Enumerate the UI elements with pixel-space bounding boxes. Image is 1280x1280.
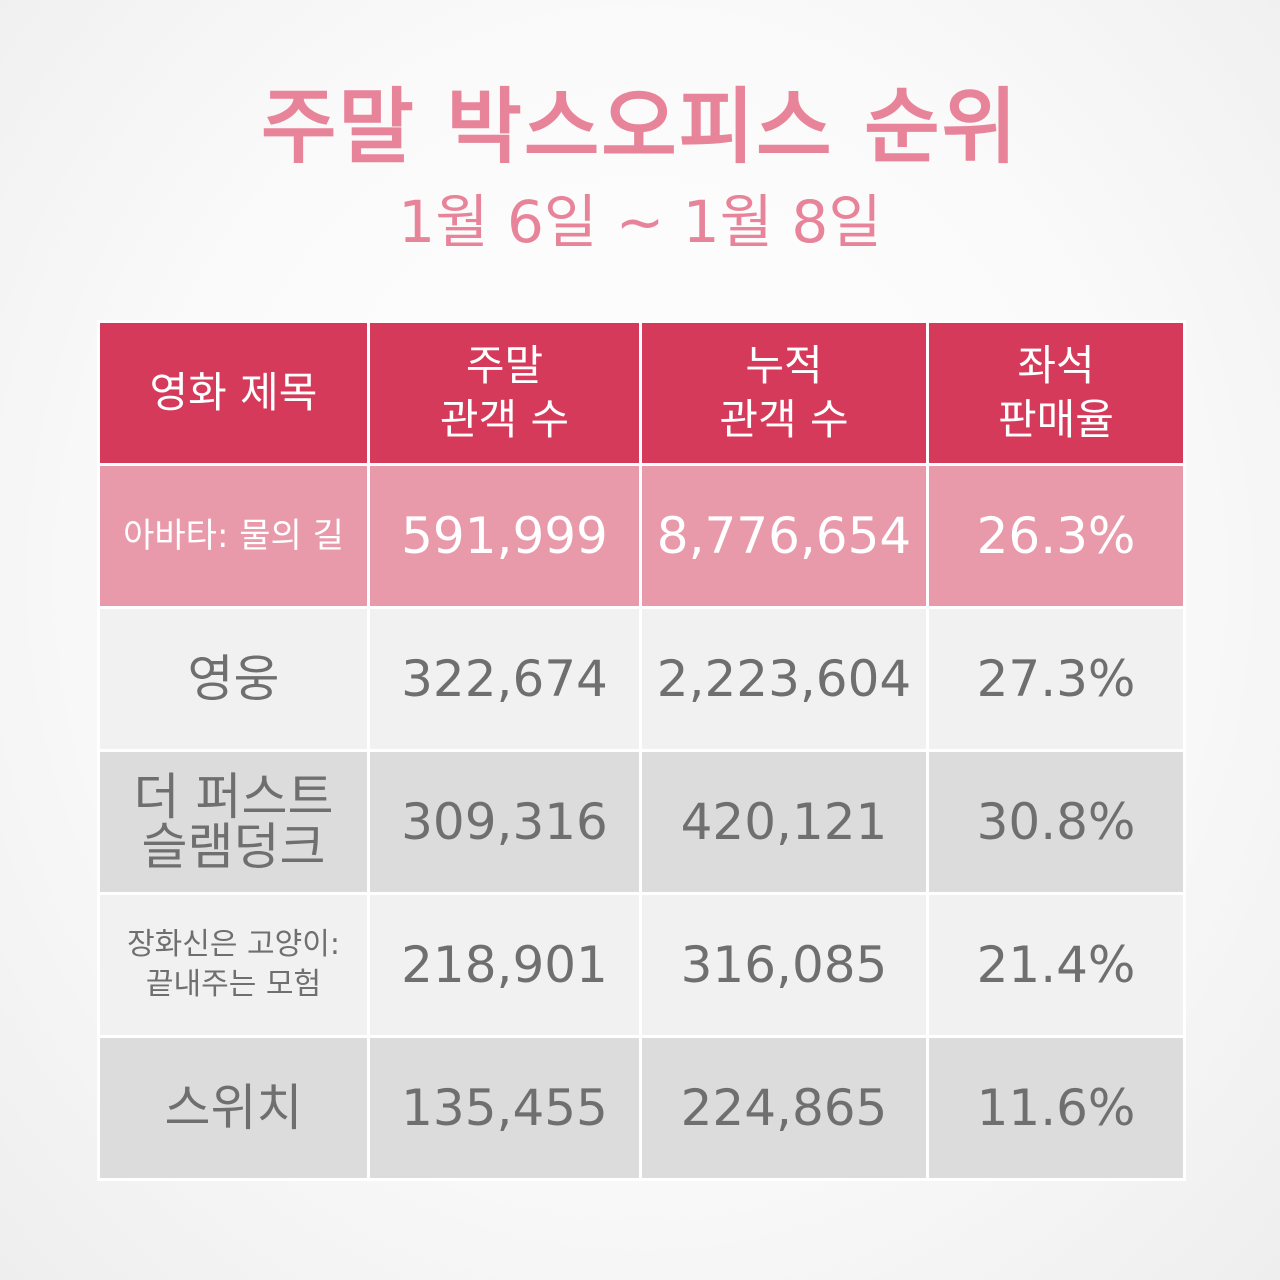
- movie-title-cell: 스위치: [97, 1035, 370, 1181]
- header-line: 누적: [745, 341, 823, 390]
- movie-title-cell: 영웅: [97, 606, 370, 752]
- weekend-audience-cell: 218,901: [367, 892, 642, 1038]
- header-total-audience: 누적 관객 수: [639, 320, 929, 466]
- header-seat-rate: 좌석 판매율: [926, 320, 1186, 466]
- movie-title-line: 더 퍼스트: [133, 768, 334, 826]
- weekend-audience-cell: 135,455: [367, 1035, 642, 1181]
- seat-rate-cell: 30.8%: [926, 749, 1186, 895]
- header-line: 좌석: [1017, 341, 1095, 390]
- weekend-audience-cell: 591,999: [367, 463, 642, 609]
- total-audience-cell: 224,865: [639, 1035, 929, 1181]
- movie-title-line: 슬램덩크: [141, 818, 326, 876]
- movie-title-cell: 더 퍼스트 슬램덩크: [97, 749, 370, 895]
- weekend-audience-cell: 309,316: [367, 749, 642, 895]
- weekend-audience-cell: 322,674: [367, 606, 642, 752]
- total-audience-cell: 420,121: [639, 749, 929, 895]
- total-audience-cell: 8,776,654: [639, 463, 929, 609]
- movie-title-line: 장화신은 고양이:: [127, 927, 340, 962]
- movie-title-line: 끝내주는 모험: [145, 967, 322, 1002]
- movie-title-line: 아바타: 물의 길: [123, 516, 344, 556]
- header-movie-title: 영화 제목: [97, 320, 370, 466]
- movie-title-line: 스위치: [164, 1079, 303, 1137]
- movie-title-cell: 아바타: 물의 길: [97, 463, 370, 609]
- seat-rate-cell: 26.3%: [926, 463, 1186, 609]
- table-row: 스위치 135,455 224,865 11.6%: [97, 1035, 1186, 1181]
- header-line: 판매율: [998, 395, 1114, 444]
- seat-rate-cell: 27.3%: [926, 606, 1186, 752]
- table-header-row: 영화 제목 주말 관객 수 누적 관객 수 좌석 판매율: [97, 320, 1186, 466]
- header-line: 주말: [465, 341, 544, 390]
- header-weekend-audience: 주말 관객 수: [367, 320, 642, 466]
- seat-rate-cell: 21.4%: [926, 892, 1186, 1038]
- header-line: 관객 수: [719, 395, 849, 444]
- table-row: 장화신은 고양이: 끝내주는 모험 218,901 316,085 21.4%: [97, 892, 1186, 1038]
- header-line: 관객 수: [439, 395, 570, 444]
- total-audience-cell: 2,223,604: [639, 606, 929, 752]
- table-row: 더 퍼스트 슬램덩크 309,316 420,121 30.8%: [97, 749, 1186, 895]
- table-row: 아바타: 물의 길 591,999 8,776,654 26.3%: [97, 463, 1186, 609]
- table-row: 영웅 322,674 2,223,604 27.3%: [97, 606, 1186, 752]
- date-range-subtitle: 1월 6일 ~ 1월 8일: [398, 188, 882, 256]
- movie-title-cell: 장화신은 고양이: 끝내주는 모험: [97, 892, 370, 1038]
- box-office-table: 영화 제목 주말 관객 수 누적 관객 수 좌석 판매율 아바타: 물의 길 5…: [97, 320, 1186, 1181]
- header-line: 영화 제목: [149, 368, 318, 417]
- movie-title-line: 영웅: [187, 650, 280, 708]
- seat-rate-cell: 11.6%: [926, 1035, 1186, 1181]
- total-audience-cell: 316,085: [639, 892, 929, 1038]
- page-title: 주말 박스오피스 순위: [260, 80, 1020, 175]
